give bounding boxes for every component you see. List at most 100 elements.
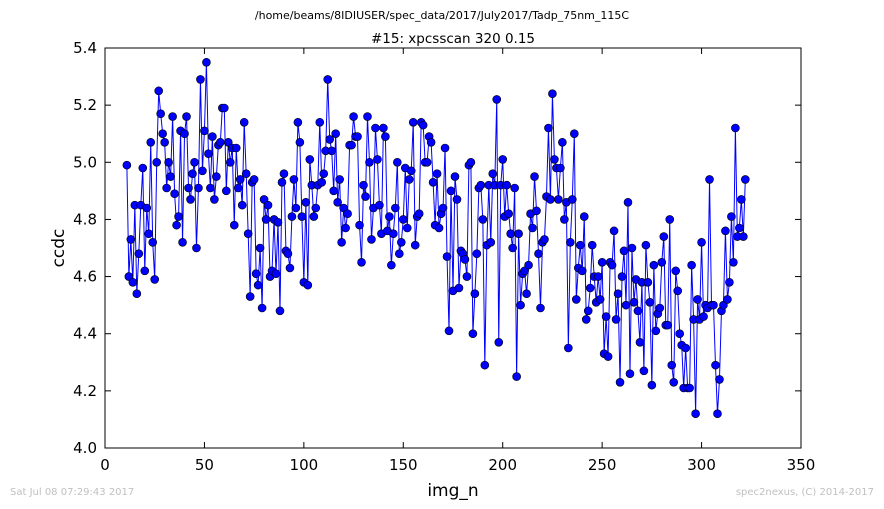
data-point — [711, 360, 720, 370]
data-point — [544, 123, 553, 133]
data-point — [317, 177, 327, 187]
data-point — [510, 183, 519, 193]
data-point — [687, 260, 696, 270]
data-point — [315, 117, 325, 127]
data-point — [222, 186, 231, 196]
data-point — [647, 380, 657, 390]
data-point — [194, 183, 203, 193]
data-point — [371, 123, 380, 133]
data-point — [522, 289, 531, 299]
data-point — [693, 295, 702, 304]
y-tick-label: 4.2 — [73, 382, 97, 400]
axes-frame — [104, 47, 802, 449]
data-point — [575, 240, 585, 250]
data-point — [615, 377, 625, 387]
data-point — [516, 300, 525, 310]
data-point — [251, 269, 261, 279]
data-point — [454, 283, 464, 293]
data-point — [128, 277, 138, 287]
data-point — [673, 286, 683, 296]
data-point — [245, 292, 255, 301]
data-point — [577, 266, 587, 276]
data-point — [387, 260, 396, 270]
y-tick-label: 4.4 — [73, 325, 97, 343]
data-point — [391, 203, 400, 213]
data-point — [727, 212, 736, 221]
data-point — [514, 229, 523, 239]
data-point — [546, 195, 555, 204]
data-point — [198, 166, 207, 176]
data-point — [512, 372, 521, 381]
data-point — [579, 212, 589, 221]
data-point — [329, 186, 338, 196]
data-point — [438, 203, 448, 213]
data-point — [323, 75, 333, 84]
data-point — [406, 166, 416, 176]
data-point — [355, 220, 364, 230]
data-point — [705, 175, 714, 184]
data-point — [134, 249, 144, 259]
series-line — [126, 62, 746, 414]
data-point — [713, 409, 722, 419]
data-point — [609, 226, 619, 236]
data-point — [327, 146, 337, 156]
y-tick-label: 5.4 — [73, 39, 97, 57]
data-point — [154, 86, 163, 96]
data-point — [721, 226, 730, 236]
data-point — [184, 183, 193, 193]
data-point — [675, 329, 685, 339]
data-point — [200, 126, 209, 136]
data-point — [287, 212, 297, 221]
data-point — [737, 195, 746, 204]
data-point — [375, 200, 384, 210]
data-point — [164, 157, 173, 167]
data-point — [396, 237, 406, 247]
data-point — [126, 235, 136, 244]
x-tick-label: 0 — [100, 456, 110, 474]
data-point — [504, 209, 513, 219]
data-point — [617, 272, 627, 281]
data-point — [341, 223, 350, 233]
data-point — [655, 303, 665, 313]
data-point — [190, 157, 199, 167]
data-point — [414, 209, 424, 219]
data-point — [460, 255, 470, 264]
data-point — [249, 175, 259, 184]
data-point — [220, 103, 229, 113]
data-point — [333, 197, 342, 207]
y-tick-label: 4.8 — [73, 210, 97, 228]
x-tick-label: 50 — [195, 456, 214, 474]
data-point — [432, 169, 442, 179]
data-point — [524, 260, 533, 270]
data-point — [359, 180, 368, 190]
data-point — [178, 237, 187, 247]
data-point — [587, 240, 597, 250]
data-point — [379, 123, 388, 133]
data-point — [210, 195, 219, 204]
data-point — [353, 132, 362, 141]
data-point — [335, 175, 344, 184]
data-point — [494, 337, 504, 347]
data-point — [349, 112, 358, 121]
data-point — [585, 283, 595, 293]
data-point — [699, 312, 708, 321]
x-tick-label: 250 — [588, 456, 617, 474]
data-point — [665, 215, 675, 224]
data-point — [271, 269, 281, 279]
data-point — [480, 360, 490, 370]
data-point — [166, 172, 175, 181]
data-point — [569, 129, 579, 139]
data-point — [172, 220, 181, 230]
data-point — [208, 132, 217, 141]
data-point — [735, 223, 744, 233]
data-point — [554, 195, 563, 204]
data-point — [607, 260, 617, 270]
data-point — [442, 252, 452, 261]
data-point — [528, 223, 537, 233]
data-point — [138, 163, 148, 173]
data-point — [241, 169, 251, 179]
x-axis-label: img_n — [427, 481, 478, 501]
data-point — [532, 206, 541, 216]
data-point — [603, 352, 613, 361]
data-point — [422, 157, 432, 167]
